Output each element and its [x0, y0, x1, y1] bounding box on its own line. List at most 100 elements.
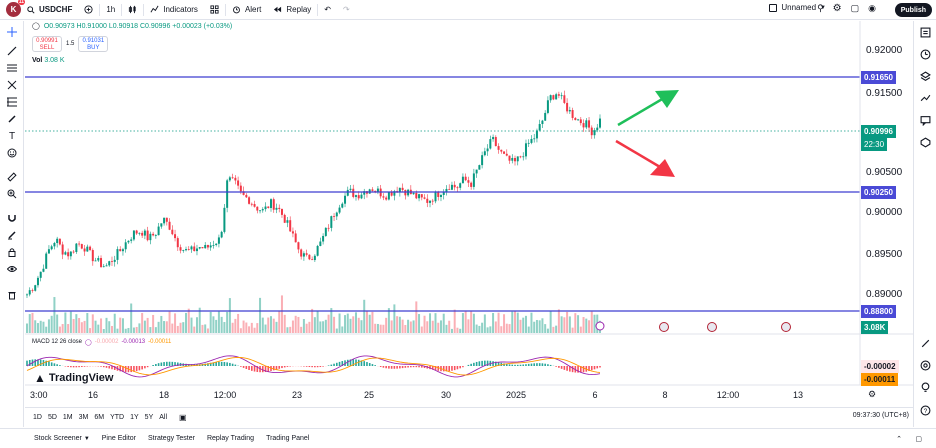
maximize-icon[interactable]: ▢: [915, 436, 922, 443]
eye-toggle-icon[interactable]: ◯: [32, 23, 40, 30]
redo-button[interactable]: ↷: [337, 0, 356, 20]
volume-bar: [574, 313, 577, 333]
candle-body: [313, 255, 316, 261]
ohlc-legend: ◯ O0.90973 H0.91000 L0.90918 C0.90996 +0…: [32, 22, 232, 31]
replay-button[interactable]: Replay: [267, 0, 317, 20]
hotlist-icon[interactable]: [919, 136, 932, 149]
brush-icon[interactable]: [6, 113, 18, 125]
macd-histogram-bar: [314, 366, 316, 368]
us-flag-icon[interactable]: [707, 322, 717, 332]
ideas-icon[interactable]: [919, 92, 932, 105]
target-icon[interactable]: [919, 359, 932, 372]
volume-bar: [475, 324, 478, 333]
macd-histogram-bar: [516, 364, 519, 366]
trash-icon[interactable]: [6, 289, 18, 301]
eye-icon[interactable]: [6, 263, 18, 275]
crosshair-icon[interactable]: [6, 26, 18, 38]
layouts-button[interactable]: [204, 0, 225, 20]
macd-histogram-bar: [251, 366, 253, 371]
lock-icon[interactable]: [6, 246, 18, 258]
candle-body: [89, 246, 92, 251]
camera-icon[interactable]: ◉: [868, 3, 876, 13]
fullscreen-icon[interactable]: ▢: [850, 3, 860, 13]
us-flag-icon[interactable]: [659, 322, 669, 332]
tab-pine-editor[interactable]: Pine Editor: [101, 435, 137, 442]
zoom-in-icon[interactable]: [6, 188, 18, 200]
macd-histogram-bar: [75, 366, 78, 368]
range-1d[interactable]: 1D: [33, 414, 42, 421]
text-tool-icon[interactable]: T: [8, 130, 16, 142]
chart-type-button[interactable]: [122, 0, 143, 20]
us-flag-icon[interactable]: [781, 322, 791, 332]
replay-event-icon[interactable]: [595, 321, 605, 331]
volume-bar: [86, 313, 89, 333]
macd-histogram-bar: [220, 361, 223, 366]
alerts-clock-icon[interactable]: [919, 48, 932, 61]
alert-label: Alert: [244, 5, 262, 14]
candle-body: [75, 243, 78, 252]
range-1m[interactable]: 1M: [62, 414, 73, 421]
publish-button[interactable]: Publish: [894, 3, 932, 17]
compare-button[interactable]: [78, 0, 99, 20]
time-axis[interactable]: 3:00 16 18 12:00 23 25 30 2025 6 8 12:00…: [25, 385, 913, 405]
volume-bar: [311, 308, 314, 333]
watchlist-icon[interactable]: [919, 26, 932, 39]
chat-icon[interactable]: [919, 114, 932, 127]
range-5d[interactable]: 5D: [47, 414, 57, 421]
volume-bar: [535, 319, 538, 333]
volume-bar: [138, 323, 141, 333]
lightbulb-icon[interactable]: [919, 381, 932, 394]
volume-bar: [445, 324, 448, 333]
horizontal-lines-icon[interactable]: [6, 62, 18, 74]
candle-body: [327, 227, 330, 229]
range-5y[interactable]: 5Y: [144, 414, 154, 421]
range-6m[interactable]: 6M: [94, 414, 105, 421]
tab-trading-panel[interactable]: Trading Panel: [266, 435, 310, 442]
macd-hist-value: -0.00002: [94, 339, 119, 345]
candle-body: [418, 194, 421, 199]
symbol-search[interactable]: USDCHF: [21, 0, 78, 20]
stay-in-drawing-icon[interactable]: [6, 229, 18, 241]
range-all[interactable]: All: [159, 414, 168, 421]
range-ytd[interactable]: YTD: [110, 414, 125, 421]
fib-icon[interactable]: [6, 96, 18, 108]
price-chart[interactable]: 0.92000 0.91500 0.90500 0.90000 0.89500 …: [25, 21, 913, 407]
utc-clock[interactable]: 09:37:30 (UTC+8): [852, 412, 909, 419]
interval-button[interactable]: 1h: [100, 0, 121, 20]
candle-body: [497, 146, 500, 150]
pencil-icon[interactable]: [919, 337, 932, 350]
indicators-button[interactable]: Indicators: [144, 0, 204, 20]
date-range-icon[interactable]: ▣: [179, 413, 187, 422]
macd-histogram-bar: [418, 366, 420, 368]
range-3m[interactable]: 3M: [78, 414, 89, 421]
eye-icon[interactable]: ◯: [85, 340, 92, 346]
range-1y[interactable]: 1Y: [130, 414, 139, 421]
layers-icon[interactable]: [919, 70, 932, 83]
tab-replay-trading[interactable]: Replay Trading: [206, 435, 255, 442]
settings-icon[interactable]: ⚙: [832, 3, 842, 14]
tradingview-logo[interactable]: ▲ TradingView: [34, 371, 113, 385]
magnet-icon[interactable]: [6, 212, 18, 224]
green-up-arrow[interactable]: [617, 90, 679, 127]
user-avatar[interactable]: K 11: [6, 0, 25, 17]
macd-histogram-bar: [67, 366, 69, 367]
layout-name-button[interactable]: Unnamed ▼: [769, 3, 826, 12]
undo-button[interactable]: ↶: [318, 0, 337, 20]
emoji-icon[interactable]: [6, 147, 18, 159]
settings-icon[interactable]: ⚙: [868, 389, 877, 399]
collapse-chevron-icon[interactable]: ⌃: [896, 436, 902, 443]
candle-body: [190, 246, 193, 250]
search-icon[interactable]: ⚲: [817, 3, 824, 13]
macd-histogram-bar: [396, 366, 398, 369]
ruler-icon[interactable]: [6, 171, 18, 183]
help-icon[interactable]: ?: [919, 404, 932, 417]
red-down-arrow[interactable]: [615, 139, 675, 177]
candle-body: [127, 240, 130, 243]
buy-button[interactable]: 0.91031 BUY: [78, 36, 109, 52]
pitchfork-icon[interactable]: [6, 79, 18, 91]
alert-button[interactable]: Alert: [226, 0, 267, 20]
trend-line-icon[interactable]: [6, 45, 18, 57]
sell-button[interactable]: 0.90991 SELL: [32, 36, 62, 52]
tab-strategy-tester[interactable]: Strategy Tester: [148, 435, 195, 442]
tab-stock-screener[interactable]: Stock Screener ▼: [34, 435, 90, 442]
